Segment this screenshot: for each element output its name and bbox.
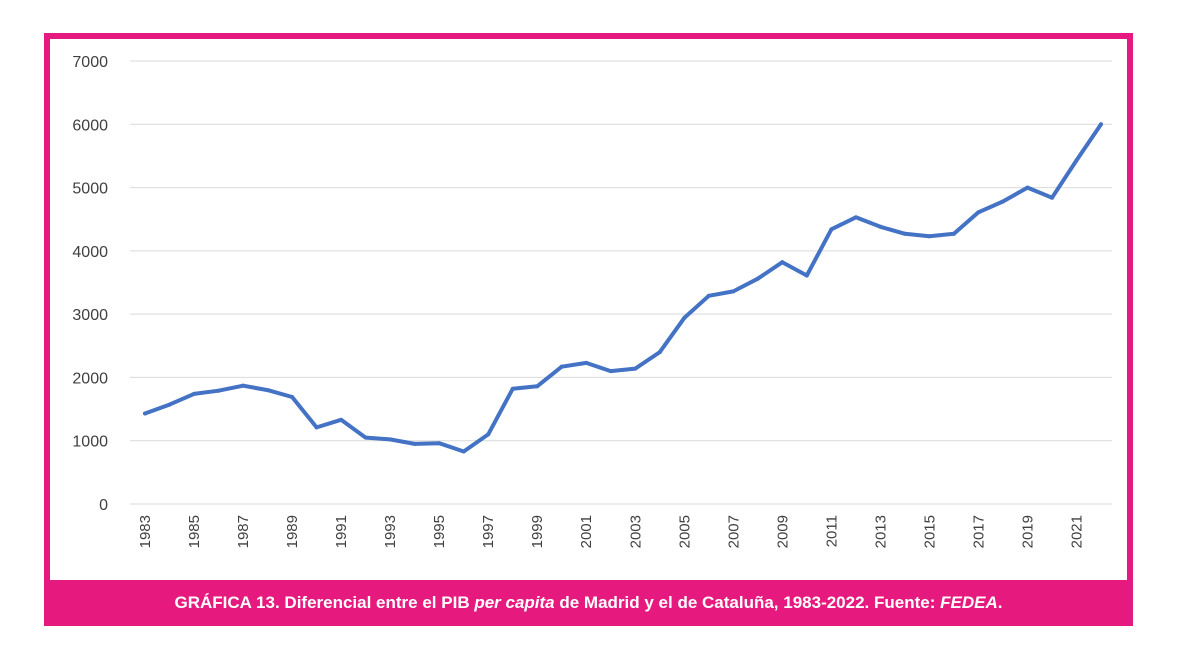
x-tick-label: 2021	[1068, 515, 1085, 548]
data-point-1984	[167, 402, 172, 407]
y-tick-label: 5000	[72, 181, 108, 198]
data-point-2001	[584, 360, 589, 365]
gridlines	[130, 60, 1112, 505]
data-point-2007	[731, 289, 736, 294]
data-point-2011	[829, 227, 834, 232]
y-tick-label: 6000	[72, 117, 108, 134]
x-tick-label: 2005	[676, 515, 693, 548]
x-tick-label: 1985	[186, 515, 203, 548]
data-point-2004	[657, 350, 662, 355]
caption-text-b: de Madrid y el de Cataluña, 1983-2022. F…	[554, 593, 941, 612]
data-point-1987	[241, 383, 246, 388]
x-tick-label: 1997	[480, 515, 497, 548]
x-tick-label: 2015	[921, 515, 938, 548]
chart-caption: GRÁFICA 13. Diferencial entre el PIB per…	[44, 580, 1133, 626]
x-tick-label: 2013	[872, 515, 889, 548]
chart-frame	[44, 33, 1133, 625]
data-point-2008	[755, 276, 760, 281]
data-point-2015	[927, 234, 932, 239]
y-tick-label: 1000	[72, 434, 108, 451]
data-point-2014	[902, 231, 907, 236]
data-point-2016	[951, 231, 956, 236]
x-tick-label: 1983	[137, 515, 154, 548]
data-point-1988	[265, 388, 270, 393]
x-axis-ticks: 1983 1985 1987 1989 1991 1993 1995 1997 1999 2001…	[137, 515, 1085, 548]
series-layer	[143, 122, 1103, 454]
data-point-2020	[1049, 195, 1054, 200]
series-line-0	[143, 122, 1103, 454]
data-point-1985	[192, 391, 197, 396]
data-point-2003	[633, 366, 638, 371]
x-tick-label: 1999	[529, 515, 546, 548]
caption-italic-a: per capita	[474, 593, 555, 612]
x-tick-label: 2001	[578, 515, 595, 548]
data-point-2018	[1000, 199, 1005, 204]
x-tick-label: 2017	[970, 515, 987, 548]
caption-end: .	[997, 593, 1003, 612]
y-tick-label: 4000	[72, 244, 108, 261]
data-point-2019	[1025, 185, 1030, 190]
data-point-1986	[216, 388, 221, 393]
x-tick-label: 1995	[431, 515, 448, 548]
x-tick-label: 2003	[627, 515, 644, 548]
data-point-2010	[804, 273, 809, 278]
x-tick-label: 1987	[235, 515, 252, 548]
data-point-1998	[510, 386, 515, 391]
data-point-1983	[143, 411, 147, 416]
data-point-1991	[339, 417, 344, 422]
y-tick-label: 7000	[72, 54, 108, 71]
data-point-1997	[486, 432, 491, 437]
data-point-1994	[412, 441, 417, 446]
data-point-2000	[559, 364, 564, 369]
data-point-2005	[682, 315, 687, 320]
x-tick-label: 2019	[1019, 515, 1036, 548]
data-point-2012	[853, 215, 858, 220]
data-point-1989	[290, 395, 295, 400]
data-point-1993	[388, 437, 393, 442]
data-point-2017	[976, 210, 981, 215]
x-tick-label: 2009	[774, 515, 791, 548]
y-tick-label: 0	[99, 497, 108, 514]
data-point-2009	[780, 260, 785, 265]
x-tick-label: 2007	[725, 515, 742, 548]
data-point-1996	[461, 449, 466, 454]
data-point-1995	[437, 441, 442, 446]
x-tick-label: 1991	[333, 515, 350, 548]
data-point-2002	[608, 369, 613, 374]
data-point-1992	[363, 435, 368, 440]
x-tick-label: 2011	[823, 515, 840, 547]
data-point-1990	[314, 425, 319, 430]
data-point-1999	[535, 384, 540, 389]
y-tick-label: 2000	[72, 370, 108, 387]
caption-source: FEDEA	[940, 593, 998, 612]
data-point-2013	[878, 224, 883, 229]
data-point-2006	[706, 293, 711, 298]
y-axis-ticks: 0 1000 2000 3000 4000 5000 6000 7000	[72, 54, 108, 514]
x-tick-label: 1993	[382, 515, 399, 548]
caption-text-a: Diferencial entre el PIB	[279, 593, 475, 612]
data-point-2021	[1074, 158, 1079, 163]
caption-label: GRÁFICA 13.	[174, 593, 280, 612]
y-tick-label: 3000	[72, 307, 108, 324]
data-point-2022	[1099, 122, 1103, 127]
x-tick-label: 1989	[284, 515, 301, 548]
